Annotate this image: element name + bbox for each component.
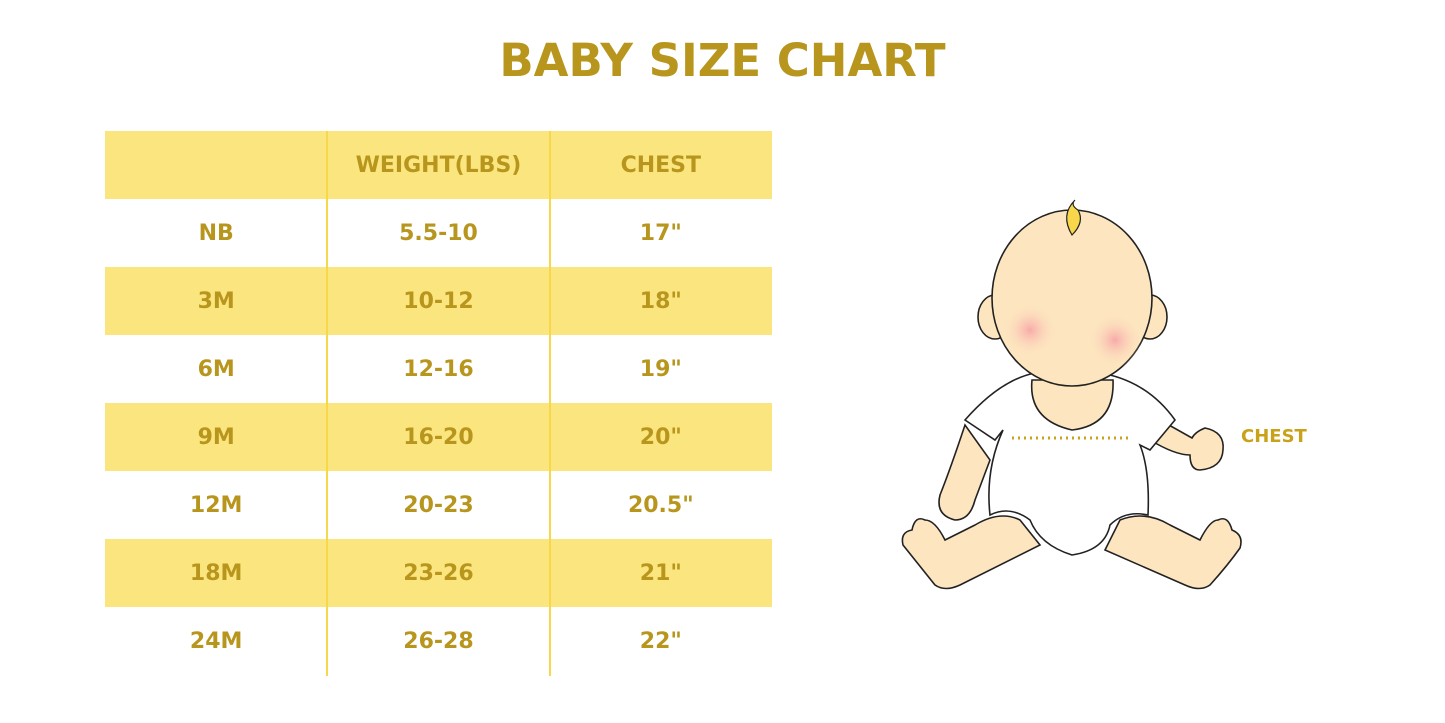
- size-cell: 3M: [197, 288, 235, 314]
- table-row: 9M 16-20 20": [105, 403, 772, 471]
- size-cell: 9M: [197, 424, 235, 450]
- weight-cell: 23-26: [403, 560, 474, 586]
- weight-cell: 16-20: [403, 424, 474, 450]
- table-row: 18M 23-26 21": [105, 539, 772, 607]
- chest-cell: 17": [639, 220, 682, 246]
- chest-cell: 20": [639, 424, 682, 450]
- size-table: WEIGHT(LBS) CHEST NB 5.5-10 17" 3M 10-12…: [105, 131, 772, 675]
- header-cell: CHEST: [620, 152, 702, 178]
- table-header: WEIGHT(LBS) CHEST: [105, 131, 772, 199]
- table-row: 3M 10-12 18": [105, 267, 772, 335]
- table-row: 12M 20-23 20.5": [105, 471, 772, 539]
- weight-cell: 20-23: [403, 492, 474, 518]
- chest-cell: 20.5": [627, 492, 694, 518]
- chest-cell: 18": [639, 288, 682, 314]
- weight-cell: 12-16: [403, 356, 474, 382]
- table-row: 6M 12-16 19": [105, 335, 772, 403]
- size-cell: 24M: [189, 628, 243, 654]
- column-divider: [549, 131, 551, 676]
- chest-cell: 21": [639, 560, 682, 586]
- table-row: NB 5.5-10 17": [105, 199, 772, 267]
- chest-cell: 22": [639, 628, 682, 654]
- weight-cell: 5.5-10: [399, 220, 478, 246]
- page-title: BABY SIZE CHART: [499, 34, 946, 87]
- size-cell: 6M: [197, 356, 235, 382]
- chest-label: CHEST: [1241, 426, 1307, 447]
- cheek-blush: [1002, 302, 1058, 358]
- header-cell: WEIGHT(LBS): [355, 152, 522, 178]
- chest-cell: 19": [639, 356, 682, 382]
- weight-cell: 26-28: [403, 628, 474, 654]
- table-row: 24M 26-28 22": [105, 607, 772, 675]
- hair-curl: [1066, 199, 1082, 236]
- size-cell: NB: [198, 220, 234, 246]
- weight-cell: 10-12: [403, 288, 474, 314]
- size-cell: 18M: [189, 560, 243, 586]
- column-divider: [326, 131, 328, 676]
- size-cell: 12M: [189, 492, 243, 518]
- cheek-blush: [1087, 312, 1143, 368]
